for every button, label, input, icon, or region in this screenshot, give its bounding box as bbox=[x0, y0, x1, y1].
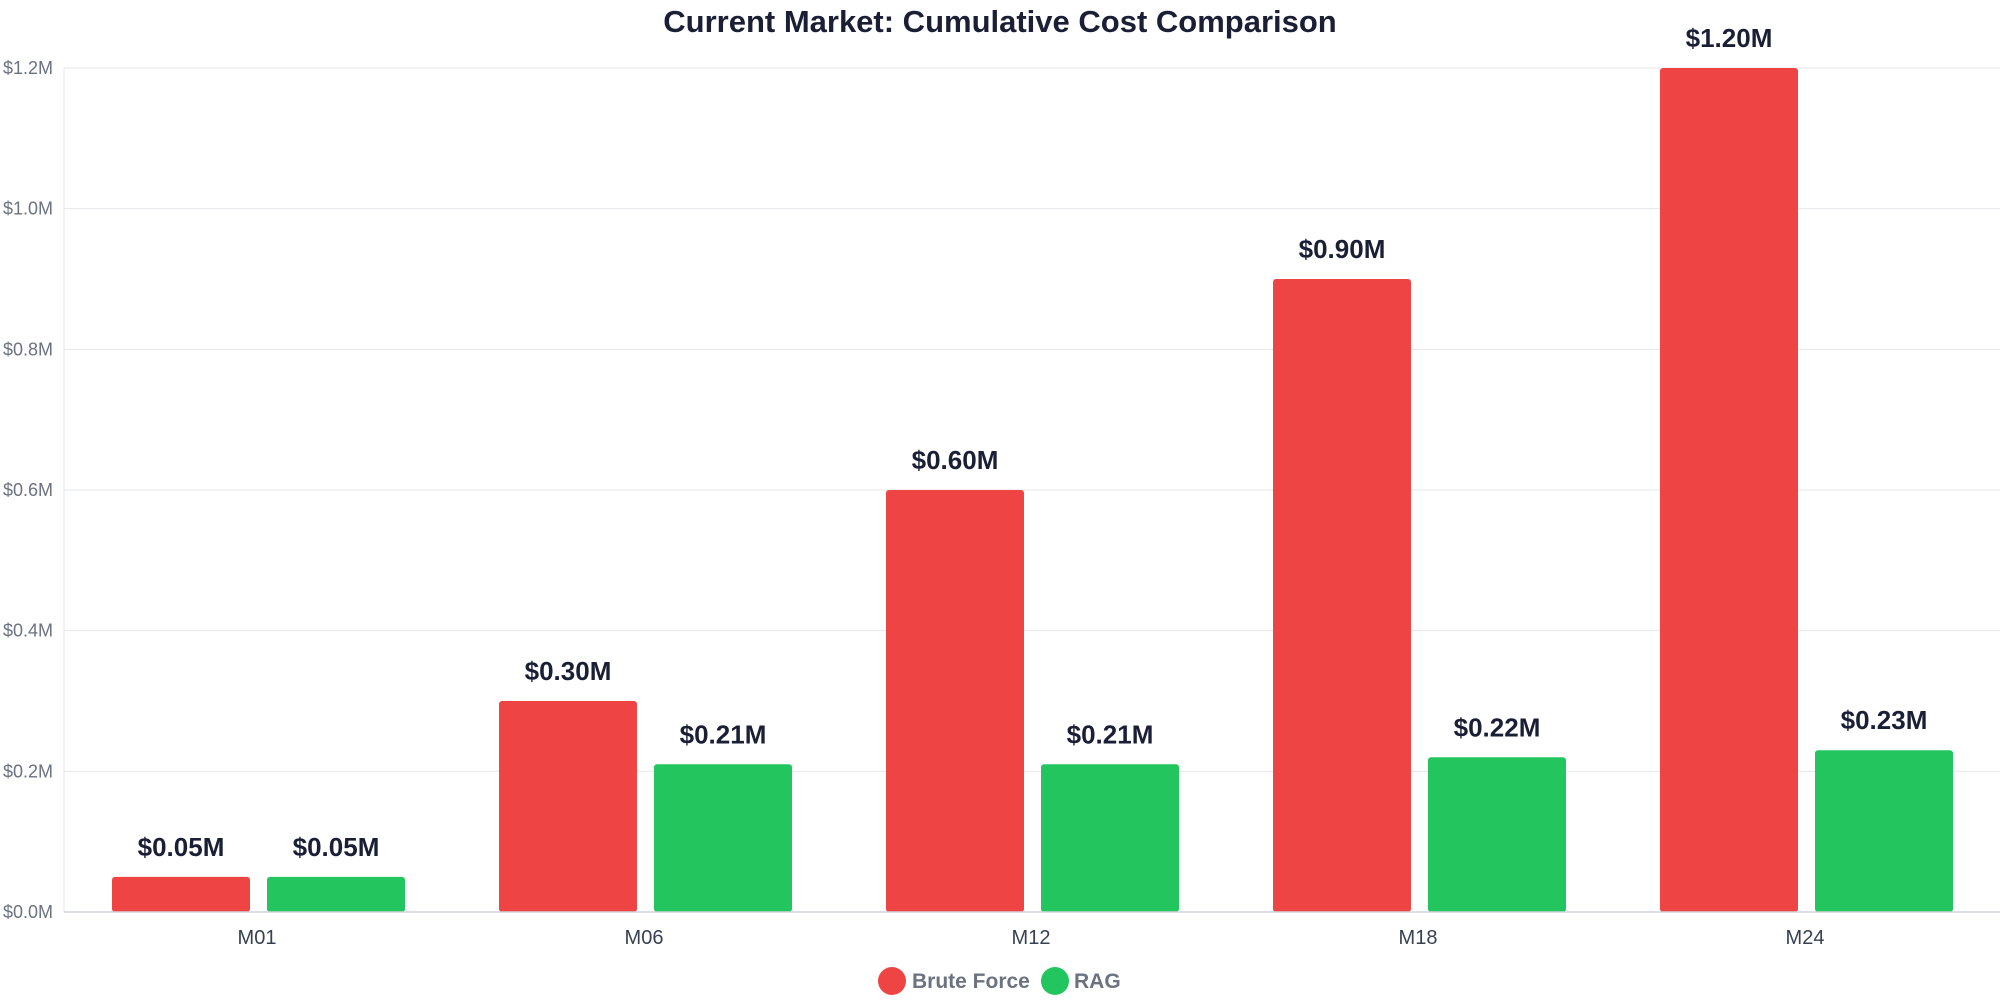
legend-label: Brute Force bbox=[912, 970, 1030, 993]
bar-rag-m18 bbox=[1428, 757, 1566, 912]
legend: Brute Force RAG bbox=[878, 967, 1121, 995]
chart-title: Current Market: Cumulative Cost Comparis… bbox=[663, 4, 1337, 39]
data-label: $0.05M bbox=[138, 832, 225, 862]
data-label: $0.21M bbox=[1067, 719, 1154, 749]
x-tick-label: M01 bbox=[238, 927, 277, 949]
y-tick-label: $0.8M bbox=[3, 339, 53, 359]
y-tick-label: $0.2M bbox=[3, 761, 53, 781]
bar-brute-force-m06 bbox=[499, 701, 637, 912]
bar-brute-force-m24 bbox=[1660, 68, 1798, 912]
y-tick-label: $0.4M bbox=[3, 621, 53, 641]
data-label: $0.90M bbox=[1299, 234, 1386, 264]
data-label: $0.22M bbox=[1454, 712, 1541, 742]
legend-label: RAG bbox=[1074, 970, 1121, 993]
y-axis: $0.0M $0.2M $0.4M $0.6M $0.8M $1.0M $1.2M bbox=[3, 58, 65, 922]
data-label: $0.60M bbox=[912, 445, 999, 475]
gridlines bbox=[64, 67, 2000, 913]
x-tick-label: M06 bbox=[625, 927, 664, 949]
x-axis: M01 M06 M12 M18 M24 bbox=[64, 911, 2000, 949]
legend-swatch bbox=[1041, 967, 1069, 995]
x-tick-label: M18 bbox=[1399, 927, 1438, 949]
bar-rag-m06 bbox=[654, 764, 792, 912]
data-label: $0.21M bbox=[680, 719, 767, 749]
legend-item-brute-force[interactable]: Brute Force bbox=[878, 967, 1030, 995]
y-tick-label: $0.6M bbox=[3, 480, 53, 500]
data-label: $0.23M bbox=[1841, 705, 1928, 735]
data-label: $0.05M bbox=[293, 832, 380, 862]
legend-swatch bbox=[878, 967, 906, 995]
bar-brute-force-m18 bbox=[1273, 279, 1411, 912]
data-label: $1.20M bbox=[1686, 23, 1773, 53]
data-labels: $0.05M $0.05M $0.30M $0.21M $0.60M $0.21M $0.9… bbox=[138, 23, 1928, 862]
data-label: $0.30M bbox=[525, 656, 612, 686]
bars bbox=[112, 68, 1953, 912]
y-tick-label: $0.0M bbox=[3, 902, 53, 922]
x-tick-label: M24 bbox=[1786, 927, 1825, 949]
legend-item-rag[interactable]: RAG bbox=[1041, 967, 1121, 995]
bar-rag-m24 bbox=[1815, 750, 1953, 912]
y-tick-label: $1.2M bbox=[3, 58, 53, 78]
bar-brute-force-m12 bbox=[886, 490, 1024, 912]
bar-brute-force-m01 bbox=[112, 876, 250, 912]
bar-rag-m01 bbox=[267, 876, 405, 912]
y-tick-label: $1.0M bbox=[3, 199, 53, 219]
x-tick-label: M12 bbox=[1012, 927, 1051, 949]
bar-rag-m12 bbox=[1041, 764, 1179, 912]
